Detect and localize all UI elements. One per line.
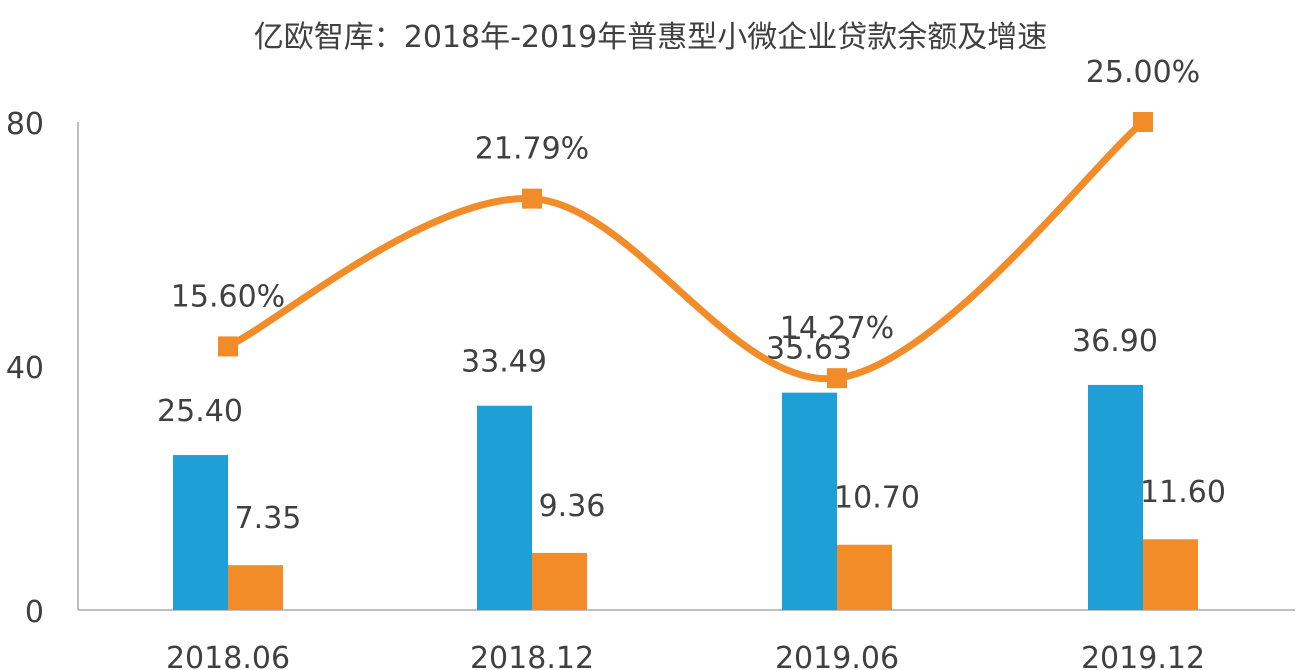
growth-line [224, 118, 1147, 383]
bar-label-series-b: 11.60 [1140, 475, 1226, 510]
bar-series-a [173, 455, 228, 610]
growth-label: 25.00% [1086, 55, 1200, 90]
bar-series-a [477, 405, 532, 610]
x-tick-label: 2018.12 [470, 641, 594, 670]
growth-marker [1133, 112, 1153, 132]
y-tick-label: 0 [25, 595, 44, 630]
bar-series-b [532, 552, 587, 610]
bar-label-series-b: 10.70 [834, 481, 920, 516]
bar-label-series-b: 7.35 [235, 501, 302, 536]
y-tick-label: 80 [6, 107, 44, 142]
growth-marker [218, 336, 238, 357]
growth-label: 14.27% [780, 311, 894, 346]
bar-label-series-b: 9.36 [539, 489, 606, 524]
bar-series-a [782, 392, 837, 610]
bar-series-b [1143, 539, 1198, 610]
growth-marker [827, 368, 847, 389]
bar-series-b [228, 565, 283, 610]
bar-label-series-a: 25.40 [157, 394, 243, 429]
bar-label-series-a: 33.49 [461, 345, 547, 380]
x-tick-label: 2018.06 [166, 641, 290, 670]
x-tick-label: 2019.12 [1081, 641, 1205, 670]
bar-label-series-a: 36.90 [1072, 324, 1158, 359]
growth-label: 21.79% [475, 132, 589, 167]
bar-label-series-a: 35.63 [766, 332, 852, 367]
x-tick-label: 2019.06 [775, 641, 899, 670]
chart-title: 亿欧智库：2018年-2019年普惠型小微企业贷款余额及增速 [253, 20, 1048, 55]
bar-series-b [837, 544, 892, 610]
y-tick-label: 40 [6, 351, 44, 386]
growth-marker [522, 188, 542, 209]
bar-series-a [1088, 384, 1143, 610]
growth-label: 15.60% [171, 279, 285, 314]
